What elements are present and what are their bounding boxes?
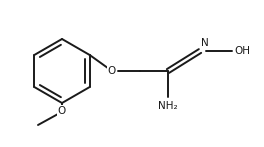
Text: O: O (108, 66, 116, 76)
Text: NH₂: NH₂ (158, 101, 178, 111)
Text: OH: OH (234, 46, 250, 56)
Text: O: O (58, 106, 66, 116)
Text: N: N (201, 38, 209, 48)
